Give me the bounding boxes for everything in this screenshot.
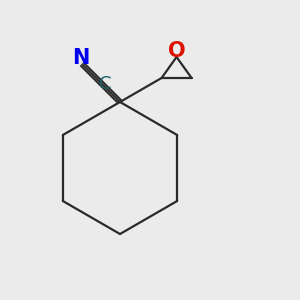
Text: C: C: [99, 75, 112, 93]
Text: N: N: [72, 48, 89, 68]
Text: O: O: [168, 41, 186, 61]
